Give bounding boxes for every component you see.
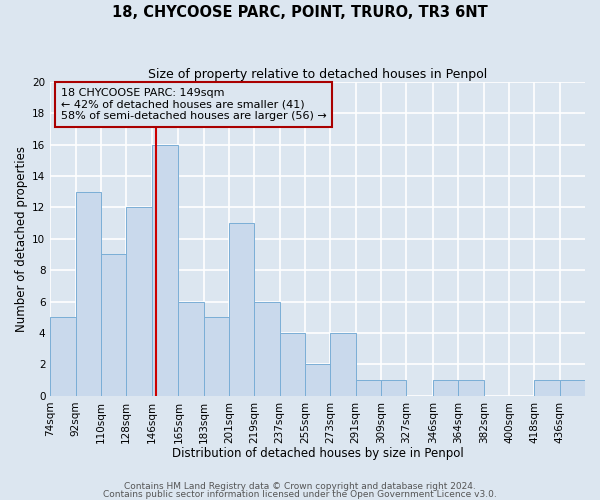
Bar xyxy=(50,318,76,396)
Bar xyxy=(535,380,560,396)
Bar xyxy=(356,380,381,396)
Text: Contains HM Land Registry data © Crown copyright and database right 2024.: Contains HM Land Registry data © Crown c… xyxy=(124,482,476,491)
Bar xyxy=(305,364,331,396)
Bar xyxy=(560,380,585,396)
X-axis label: Distribution of detached houses by size in Penpol: Distribution of detached houses by size … xyxy=(172,447,464,460)
Y-axis label: Number of detached properties: Number of detached properties xyxy=(15,146,28,332)
Bar xyxy=(203,318,229,396)
Bar xyxy=(101,254,126,396)
Text: Contains public sector information licensed under the Open Government Licence v3: Contains public sector information licen… xyxy=(103,490,497,499)
Bar xyxy=(254,302,280,396)
Bar xyxy=(331,333,356,396)
Bar xyxy=(126,208,152,396)
Bar xyxy=(458,380,484,396)
Bar xyxy=(381,380,406,396)
Bar xyxy=(229,223,254,396)
Bar xyxy=(76,192,101,396)
Title: Size of property relative to detached houses in Penpol: Size of property relative to detached ho… xyxy=(148,68,487,80)
Bar xyxy=(178,302,203,396)
Bar xyxy=(433,380,458,396)
Text: 18 CHYCOOSE PARC: 149sqm
← 42% of detached houses are smaller (41)
58% of semi-d: 18 CHYCOOSE PARC: 149sqm ← 42% of detach… xyxy=(61,88,327,121)
Text: 18, CHYCOOSE PARC, POINT, TRURO, TR3 6NT: 18, CHYCOOSE PARC, POINT, TRURO, TR3 6NT xyxy=(112,5,488,20)
Bar xyxy=(280,333,305,396)
Bar xyxy=(152,144,178,396)
